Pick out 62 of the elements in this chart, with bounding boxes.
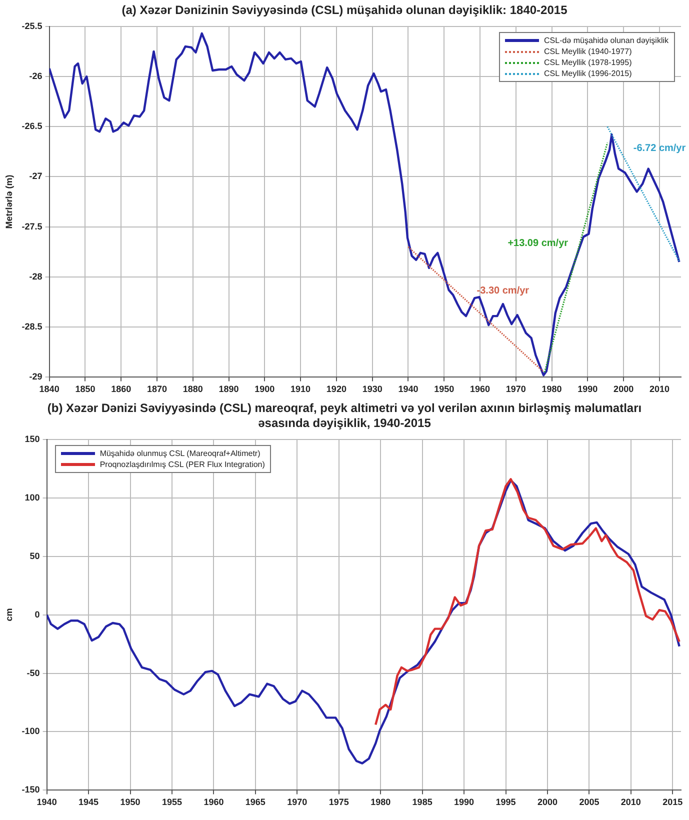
y-tick-label: -27.5: [22, 221, 42, 232]
y-tick-label: 0: [34, 609, 40, 620]
x-tick-label: 2010: [620, 797, 641, 808]
y-axis-title: Metrlərlə (m): [4, 174, 14, 229]
x-tick-label: 1980: [370, 797, 391, 808]
legend-label: Proqnozlaşdırılmış CSL (PER Flux Integration): [100, 460, 265, 470]
x-tick-label: 1945: [78, 797, 99, 808]
x-tick-label: 2005: [579, 797, 600, 808]
x-tick-label: 2015: [662, 797, 683, 808]
x-tick-label: 1910: [290, 384, 311, 394]
x-tick-label: 1850: [75, 384, 96, 394]
y-tick-label: -26.5: [22, 121, 42, 132]
y-tick-label: -150: [22, 784, 40, 795]
x-tick-label: 1950: [434, 384, 454, 394]
legend-label: CSL Meyllik (1996-2015): [544, 69, 632, 78]
x-tick-label: 1990: [578, 384, 598, 394]
x-tick-label: 1840: [39, 384, 60, 394]
x-tick-label: 1860: [111, 384, 132, 394]
x-tick-label: 1940: [36, 797, 57, 808]
x-tick-label: 1890: [218, 384, 239, 394]
y-tick-label: -26: [29, 71, 42, 81]
x-tick-label: 1940: [398, 384, 418, 394]
y-tick-label: -28.5: [22, 322, 42, 332]
x-tick-label: 1960: [470, 384, 490, 394]
y-tick-label: -50: [26, 668, 40, 678]
x-tick-label: 1900: [254, 384, 275, 394]
y-tick-label: -29: [29, 372, 42, 382]
x-tick-label: 1950: [120, 797, 140, 808]
x-tick-label: 1995: [496, 797, 516, 808]
annotation: +13.09 cm/yr: [508, 238, 568, 250]
chart-title: (a) Xəzər Dənizinin Səviyyəsində (CSL) müşahidə olunan dəyişiklik: 1840-2015: [120, 2, 568, 18]
x-tick-label: 1970: [506, 384, 526, 394]
y-tick-label: 50: [30, 550, 40, 561]
x-tick-label: 1880: [182, 384, 203, 394]
legend-label: Müşahidə olunmuş CSL (Mareoqraf+Altimetr): [100, 449, 260, 458]
chart-title: (b) Xəzər Dənizi Səviyyəsində (CSL) mareoqraf, peyk altimetri və yol verilən axının birləşmiş məlumatları əsasında dəyişiklik, 1940-2015: [46, 400, 643, 431]
x-tick-label: 1955: [162, 797, 182, 808]
y-tick-label: -100: [22, 726, 40, 736]
y-tick-label: -25.5: [22, 20, 42, 31]
x-tick-label: 2000: [537, 797, 558, 808]
y-tick-label: -28: [29, 271, 42, 282]
y-tick-label: -27: [29, 171, 42, 182]
x-tick-label: 2000: [614, 384, 634, 394]
legend-label: CSL Meyllik (1940-1977): [544, 47, 632, 56]
x-tick-label: 1920: [326, 384, 346, 394]
legend-label: CSL-də müşahidə olunan dəyişiklik: [544, 36, 669, 46]
x-tick-label: 1975: [328, 797, 349, 808]
legend-label: CSL Meyllik (1978-1995): [544, 58, 632, 68]
x-tick-label: 1985: [412, 797, 432, 808]
annotation: -6.72 cm/yr: [633, 142, 686, 154]
x-tick-label: 1965: [245, 797, 266, 808]
annotation: -3.30 cm/yr: [476, 286, 530, 297]
x-tick-label: 1980: [542, 384, 562, 394]
y-tick-label: 150: [24, 434, 40, 444]
x-tick-label: 2010: [649, 384, 670, 394]
x-tick-label: 1990: [454, 797, 474, 808]
y-axis-title: cm: [4, 608, 14, 622]
y-tick-label: 100: [24, 492, 40, 502]
x-tick-label: 1870: [146, 384, 168, 394]
x-tick-label: 1970: [287, 797, 308, 808]
x-tick-label: 1930: [362, 384, 382, 394]
x-tick-label: 1960: [204, 797, 224, 808]
